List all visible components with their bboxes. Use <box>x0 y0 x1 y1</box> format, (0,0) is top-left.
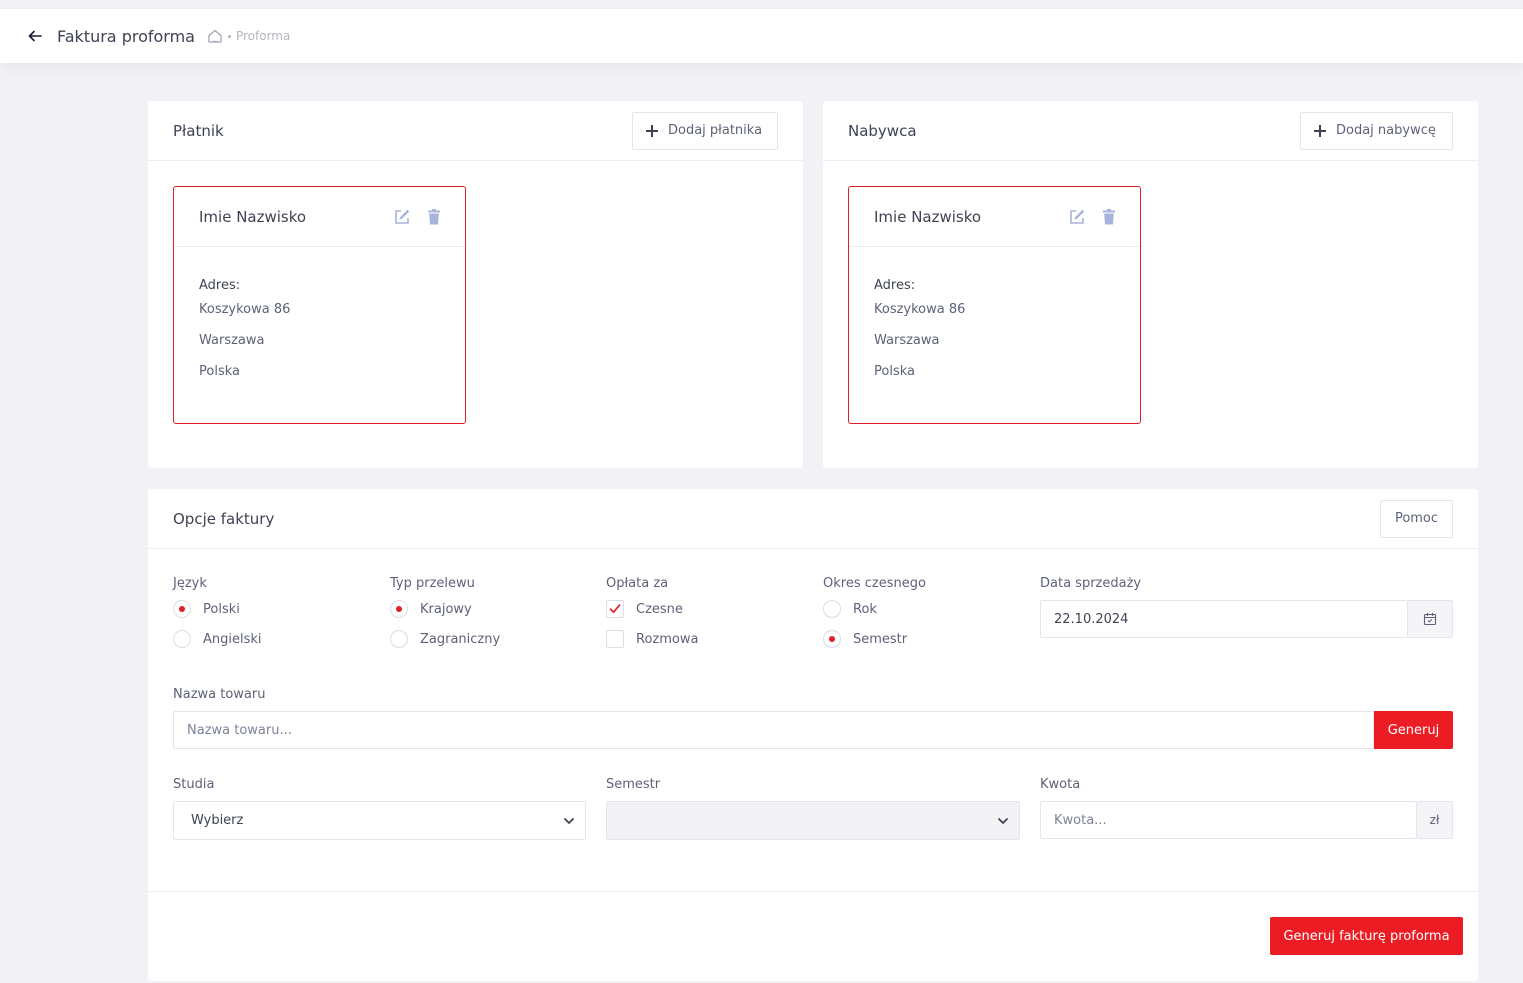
arrow-left-icon[interactable] <box>28 29 42 43</box>
fee-interview-checkbox[interactable]: Rozmowa <box>606 630 698 648</box>
buyer-card-header: Nabywca Dodaj nabywcę <box>823 101 1478 161</box>
home-icon[interactable] <box>207 28 223 44</box>
semester-label: Semestr <box>606 777 661 792</box>
invoice-options-title: Opcje faktury <box>173 509 275 528</box>
payer-card: Płatnik Dodaj płatnika Imie Nazwisko Adr… <box>148 101 803 468</box>
fee-for-label: Opłata za <box>606 576 669 591</box>
fee-tuition-checkbox[interactable]: Czesne <box>606 600 683 618</box>
transfer-domestic-radio[interactable]: Krajowy <box>390 600 472 618</box>
invoice-options-card: Opcje faktury Pomoc Język Polski Angiels… <box>148 489 1478 981</box>
add-payer-button[interactable]: Dodaj płatnika <box>632 111 778 150</box>
chevron-down-icon <box>563 815 575 827</box>
calendar-icon[interactable] <box>1408 600 1453 638</box>
edit-icon[interactable] <box>1068 208 1086 226</box>
payer-title: Płatnik <box>173 121 224 140</box>
language-label: Język <box>173 576 207 591</box>
payer-city: Warszawa <box>199 333 265 348</box>
studies-label: Studia <box>173 777 215 792</box>
transfer-domestic-label: Krajowy <box>420 601 472 617</box>
transfer-type-label: Typ przelewu <box>390 576 475 591</box>
period-year-label: Rok <box>853 601 877 617</box>
breadcrumb-separator <box>227 34 231 38</box>
semester-select[interactable] <box>606 801 1020 840</box>
payer-card-header: Płatnik Dodaj płatnika <box>148 101 803 161</box>
studies-select[interactable]: Wybierz <box>173 801 586 840</box>
generate-button[interactable]: Generuj <box>1374 711 1453 749</box>
help-button[interactable]: Pomoc <box>1380 499 1453 538</box>
period-semester-label: Semestr <box>853 631 908 647</box>
period-year-radio[interactable]: Rok <box>823 600 877 618</box>
chevron-down-icon <box>997 815 1009 827</box>
checkbox-checked[interactable] <box>606 600 624 618</box>
radio-unselected[interactable] <box>173 630 191 648</box>
payer-country: Polska <box>199 364 240 379</box>
add-buyer-button[interactable]: Dodaj nabywcę <box>1300 111 1453 150</box>
radio-selected[interactable] <box>823 630 841 648</box>
payer-address-label: Adres: <box>199 278 241 293</box>
generate-proforma-button[interactable]: Generuj fakturę proforma <box>1270 917 1463 955</box>
payer-entry-header: Imie Nazwisko <box>174 187 465 247</box>
buyer-address-label: Adres: <box>874 278 916 293</box>
fee-interview-label: Rozmowa <box>636 631 699 647</box>
buyer-name: Imie Nazwisko <box>874 207 982 226</box>
transfer-foreign-label: Zagraniczny <box>420 631 501 647</box>
amount-input[interactable] <box>1040 801 1417 839</box>
amount-label: Kwota <box>1040 777 1081 792</box>
payer-name: Imie Nazwisko <box>199 207 307 226</box>
payer-entry: Imie Nazwisko Adres: Koszykowa 86 Warsza… <box>173 186 466 424</box>
radio-selected[interactable] <box>390 600 408 618</box>
add-buyer-label: Dodaj nabywcę <box>1336 123 1436 138</box>
trash-icon[interactable] <box>1100 208 1118 226</box>
language-polish-radio[interactable]: Polski <box>173 600 240 618</box>
plus-icon <box>646 124 658 137</box>
buyer-country: Polska <box>874 364 915 379</box>
product-name-input[interactable] <box>173 711 1374 749</box>
buyer-entry-header: Imie Nazwisko <box>849 187 1140 247</box>
buyer-street: Koszykowa 86 <box>874 302 966 317</box>
add-payer-label: Dodaj płatnika <box>668 123 763 138</box>
help-label: Pomoc <box>1394 511 1439 526</box>
trash-icon[interactable] <box>425 208 443 226</box>
radio-unselected[interactable] <box>823 600 841 618</box>
edit-icon[interactable] <box>393 208 411 226</box>
buyer-city: Warszawa <box>874 333 940 348</box>
checkbox-unchecked[interactable] <box>606 630 624 648</box>
sale-date-input[interactable] <box>1040 600 1408 638</box>
language-english-label: Angielski <box>203 631 262 647</box>
language-english-radio[interactable]: Angielski <box>173 630 262 648</box>
buyer-entry: Imie Nazwisko Adres: Koszykowa 86 Warsza… <box>848 186 1141 424</box>
radio-selected[interactable] <box>173 600 191 618</box>
page-title: Faktura proforma <box>57 26 195 46</box>
period-semester-radio[interactable]: Semestr <box>823 630 907 648</box>
radio-unselected[interactable] <box>390 630 408 648</box>
buyer-card: Nabywca Dodaj nabywcę Imie Nazwisko Adre… <box>823 101 1478 468</box>
payer-street: Koszykowa 86 <box>199 302 291 317</box>
language-polish-label: Polski <box>203 601 240 617</box>
currency-addon: zł <box>1417 801 1453 839</box>
card-footer-divider <box>148 891 1478 892</box>
top-bar: Faktura proforma Proforma <box>0 8 1523 63</box>
sale-date-label: Data sprzedaży <box>1040 576 1142 591</box>
studies-selected-value: Wybierz <box>191 813 244 828</box>
invoice-options-header: Opcje faktury Pomoc <box>148 489 1478 549</box>
transfer-foreign-radio[interactable]: Zagraniczny <box>390 630 500 648</box>
tuition-period-label: Okres czesnego <box>823 576 926 591</box>
buyer-title: Nabywca <box>848 121 917 140</box>
fee-tuition-label: Czesne <box>636 601 683 617</box>
plus-icon <box>1314 124 1326 137</box>
breadcrumb[interactable]: Proforma <box>235 29 291 43</box>
product-name-label: Nazwa towaru <box>173 687 266 702</box>
